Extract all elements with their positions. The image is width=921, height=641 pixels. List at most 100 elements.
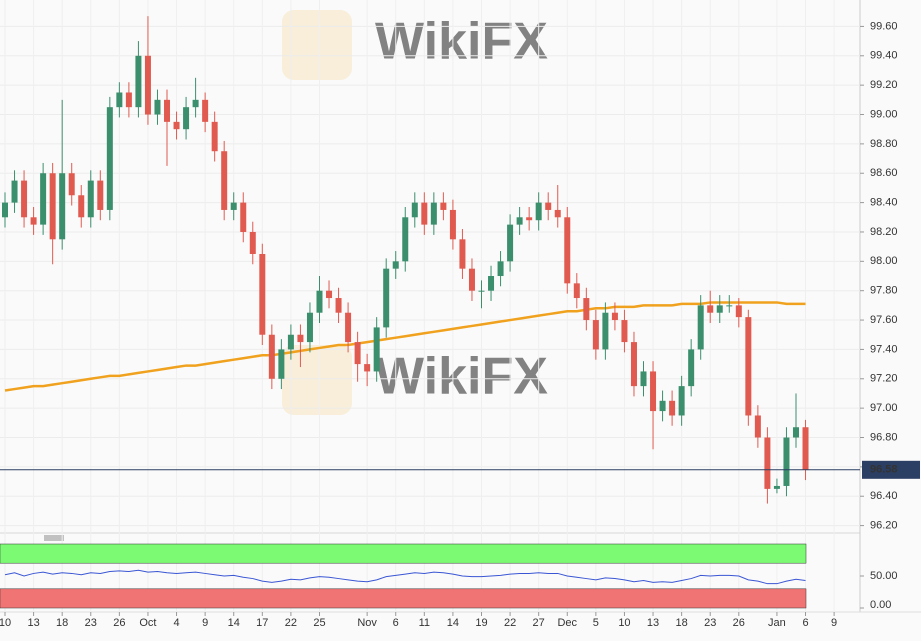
candle-body [669, 400, 676, 416]
candle-body [764, 437, 771, 489]
candle-body [211, 121, 218, 152]
candle-body [707, 305, 714, 313]
candle-body [526, 217, 533, 221]
y-tick-label: 98.40 [870, 197, 898, 209]
y-tick-label: 97.20 [870, 373, 898, 385]
candle-body [640, 371, 647, 387]
pane-handle[interactable] [44, 535, 64, 541]
candle-body [30, 217, 37, 225]
candle-body [459, 239, 466, 269]
x-tick-label: 9 [202, 617, 208, 629]
candle-body [392, 261, 399, 269]
candle-body [497, 261, 504, 277]
candle-body [21, 180, 28, 218]
candle-body [287, 334, 294, 350]
x-tick-label: 17 [256, 617, 268, 629]
upper-band [0, 543, 807, 564]
candle-body [11, 180, 18, 203]
candle-body [468, 268, 475, 291]
candle-body [564, 217, 571, 284]
x-tick-label: 14 [447, 617, 459, 629]
candle-body [535, 202, 542, 221]
indicator-line [4, 569, 806, 585]
candle-body [716, 305, 723, 313]
candle-body [726, 305, 733, 307]
indicator-tick-label: 50.00 [870, 570, 898, 582]
candle-body [754, 415, 761, 438]
candle-body [735, 305, 742, 318]
x-tick-label: 6 [393, 617, 399, 629]
candle-body [144, 55, 151, 115]
candle-body [659, 400, 666, 412]
candle-body [345, 312, 352, 343]
candle-body [78, 195, 85, 218]
candle-body [364, 364, 371, 372]
candle-body [202, 99, 209, 122]
x-tick-label: 9 [831, 617, 837, 629]
last-price-tag [862, 460, 920, 479]
x-tick-label: 14 [228, 617, 240, 629]
y-tick-label: 97.60 [870, 314, 898, 326]
x-tick-label: 22 [504, 617, 516, 629]
candle-body [402, 217, 409, 262]
moving-average [4, 301, 806, 392]
candle-body [411, 202, 418, 218]
candle-body [183, 107, 190, 130]
y-tick-label: 98.60 [870, 167, 898, 179]
candle-body [2, 202, 8, 218]
candle-body [554, 209, 561, 218]
candle-body [297, 334, 304, 343]
indicator-tick-label: 0.00 [870, 599, 891, 611]
x-tick-label: 27 [533, 617, 545, 629]
candle-body [154, 99, 161, 115]
candle-body [688, 349, 695, 387]
y-tick-label: 97.80 [870, 285, 898, 297]
x-tick-label: 5 [593, 617, 599, 629]
watermark-logo [282, 10, 352, 80]
x-tick-label: Dec [557, 617, 577, 629]
candle-body [49, 173, 56, 240]
candle-body [268, 334, 275, 379]
candle-body [440, 202, 447, 210]
candle-body [678, 386, 685, 416]
candle-body [488, 276, 495, 291]
candle-body [478, 290, 485, 292]
candle-body [135, 55, 142, 108]
y-tick-label: 99.40 [870, 50, 898, 62]
y-tick-label: 96.40 [870, 490, 898, 502]
candle-body [306, 312, 313, 343]
candle-body [630, 342, 637, 387]
candle-body [373, 327, 380, 372]
watermark-text: WikiFX [375, 348, 548, 406]
candle-body [164, 99, 171, 122]
candle-body [335, 298, 342, 313]
lower-band [0, 588, 807, 609]
y-tick-label: 96.80 [870, 431, 898, 443]
x-tick-label: 4 [173, 617, 179, 629]
candle-body [573, 283, 580, 299]
last-price-label: 96.58 [870, 464, 898, 476]
x-tick-label: Oct [139, 617, 156, 629]
candle-body [230, 202, 237, 210]
y-tick-label: 97.00 [870, 402, 898, 414]
candle-body [783, 437, 790, 486]
candle-body [116, 92, 123, 108]
x-tick-label: 18 [56, 617, 68, 629]
candle-body [602, 312, 609, 350]
candle-body [592, 320, 599, 350]
x-tick-label: 13 [27, 617, 39, 629]
candle-body [507, 224, 514, 262]
y-tick-label: 98.80 [870, 138, 898, 150]
candle-body [621, 320, 628, 343]
x-tick-label: Jan [768, 617, 786, 629]
candle-body [87, 180, 94, 218]
candle-body [802, 427, 809, 470]
x-tick-label: 26 [113, 617, 125, 629]
candle-body [611, 312, 618, 321]
candle-body [430, 202, 437, 225]
y-tick-label: 99.60 [870, 20, 898, 32]
candle-body [326, 290, 333, 299]
candle-body [259, 253, 266, 335]
y-tick-label: 96.20 [870, 520, 898, 532]
candle-body [354, 342, 361, 365]
